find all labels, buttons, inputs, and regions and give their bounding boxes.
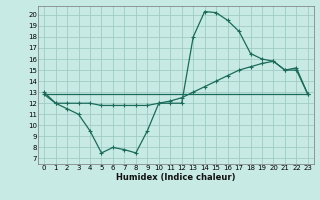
X-axis label: Humidex (Indice chaleur): Humidex (Indice chaleur) xyxy=(116,173,236,182)
